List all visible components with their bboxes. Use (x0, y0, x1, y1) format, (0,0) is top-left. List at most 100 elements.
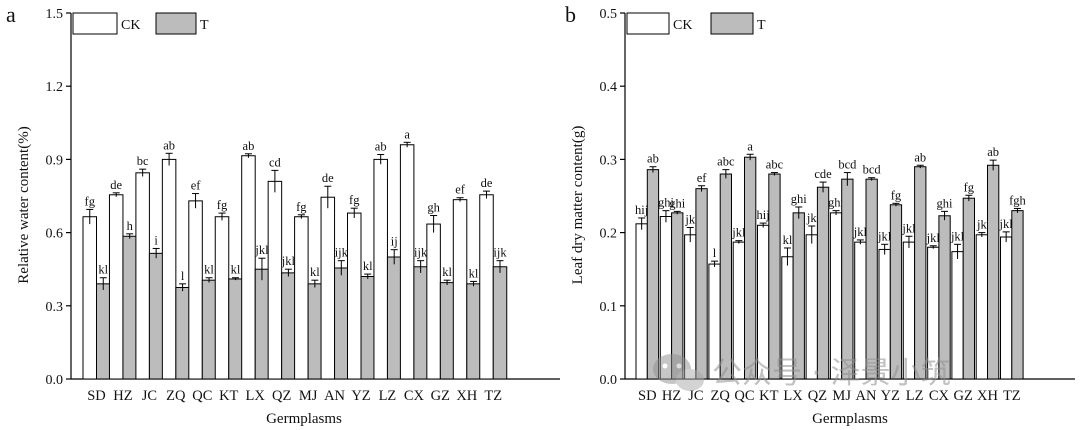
bar-t (307, 283, 323, 380)
bar-t (413, 266, 428, 380)
significance-label: de (110, 178, 122, 192)
significance-label: kl (310, 265, 320, 279)
significance-label: bcd (838, 158, 857, 172)
significance-label: ef (455, 183, 466, 197)
significance-label: ghi (828, 196, 845, 210)
significance-label: fg (296, 200, 307, 214)
bar-ck (479, 194, 494, 380)
legend-label-ck: CK (121, 18, 140, 33)
x-tick-label: YZ (351, 388, 370, 404)
x-tick-label: JC (688, 388, 703, 404)
significance-label: fg (217, 198, 228, 212)
x-tick-label: AN (324, 388, 345, 404)
y-tick-label: 0.9 (46, 153, 64, 168)
bar-ck (399, 144, 415, 380)
significance-label: jkl (950, 229, 965, 243)
chart-panel-a: a Relative water content(%) Germplasms C… (6, 2, 560, 427)
significance-label: ab (914, 150, 926, 164)
x-tick-label: QC (192, 388, 212, 404)
bar-t (175, 287, 190, 380)
x-tick-label: YZ (881, 388, 900, 404)
x-tick-label: ZQ (711, 388, 731, 404)
bar-t (228, 278, 243, 380)
significance-label: fg (964, 180, 975, 194)
significance-label: ab (163, 138, 175, 152)
bar-ck (684, 234, 697, 380)
bar-t (360, 276, 375, 380)
significance-label: bcd (863, 163, 882, 177)
significance-label: ij (391, 235, 398, 249)
bar-t (281, 272, 296, 380)
bar-t (792, 212, 805, 380)
significance-label: kl (231, 263, 241, 277)
significance-label: fg (85, 194, 96, 208)
panel-letter-a: a (6, 2, 16, 27)
significance-label: jk (806, 211, 817, 225)
significance-label: fg (891, 188, 902, 202)
x-tick-label: HZ (662, 388, 681, 404)
wechat-bubble-icon (653, 354, 704, 391)
bar-t (148, 252, 164, 380)
bar-t (386, 256, 402, 380)
y-tick-label: 0.6 (46, 227, 64, 242)
significance-label: jkl (901, 221, 916, 235)
bar-t (646, 169, 660, 380)
x-tick-label: TZ (1003, 388, 1021, 404)
significance-label: jkl (853, 225, 868, 239)
bar-t (841, 178, 854, 380)
y-tick-label: 0.4 (600, 80, 618, 95)
bar-t (96, 283, 111, 380)
bar-ck (82, 216, 97, 380)
bar-t (816, 186, 830, 380)
bar-ck (373, 158, 388, 380)
significance-label: kl (98, 263, 108, 277)
significance-label: jkl (926, 231, 941, 245)
x-tick-label: SD (87, 388, 106, 404)
bar-t (1011, 210, 1024, 380)
bar-t (865, 178, 878, 380)
significance-label: jkl (281, 254, 296, 268)
significance-label: jk (976, 218, 987, 232)
significance-label: fg (349, 193, 360, 207)
x-tick-label: MJ (832, 388, 851, 404)
x-tick-label: QZ (272, 388, 291, 404)
y-tick-label: 0.1 (600, 300, 618, 315)
y-axis-title-b: Leaf dry matter content(g) (570, 126, 586, 285)
x-tick-label: MJ (299, 388, 318, 404)
y-tick-label: 0.0 (600, 373, 618, 388)
significance-label: l (181, 269, 185, 283)
significance-label: cde (814, 167, 832, 181)
significance-label: ghi (658, 196, 675, 210)
bar-ck (241, 155, 256, 380)
x-tick-label: LZ (906, 388, 924, 404)
legend-b: CK T (626, 12, 766, 35)
bar-t (744, 156, 757, 380)
significance-label: fgh (1009, 193, 1026, 207)
x-tick-label: CX (929, 388, 950, 404)
x-tick-label: CX (404, 388, 425, 404)
significance-label: ijk (335, 246, 349, 260)
x-tick-label: LX (783, 388, 803, 404)
significance-label: kl (363, 259, 373, 273)
x-tick-label: QC (734, 388, 754, 404)
significance-label: jk (684, 212, 695, 226)
bar-ck (1000, 236, 1013, 380)
legend-swatch-ck (626, 12, 670, 35)
bar-ck (951, 251, 964, 380)
significance-label: ijk (414, 246, 428, 260)
significance-label: jkl (999, 217, 1014, 231)
significance-label: i (154, 233, 158, 247)
significance-label: ghi (937, 196, 954, 210)
bar-t (962, 197, 976, 380)
bar-t (492, 266, 508, 380)
significance-label: abc (766, 158, 784, 172)
x-tick-label: LX (246, 388, 266, 404)
legend-a: CK T (72, 12, 209, 35)
bar-ck (188, 200, 203, 380)
bar-ck (267, 180, 283, 380)
x-tick-label: QZ (808, 388, 827, 404)
x-tick-label: HZ (113, 388, 132, 404)
legend-swatch-t (710, 12, 754, 35)
significance-label: gh (427, 201, 440, 215)
bar-t (914, 166, 927, 380)
